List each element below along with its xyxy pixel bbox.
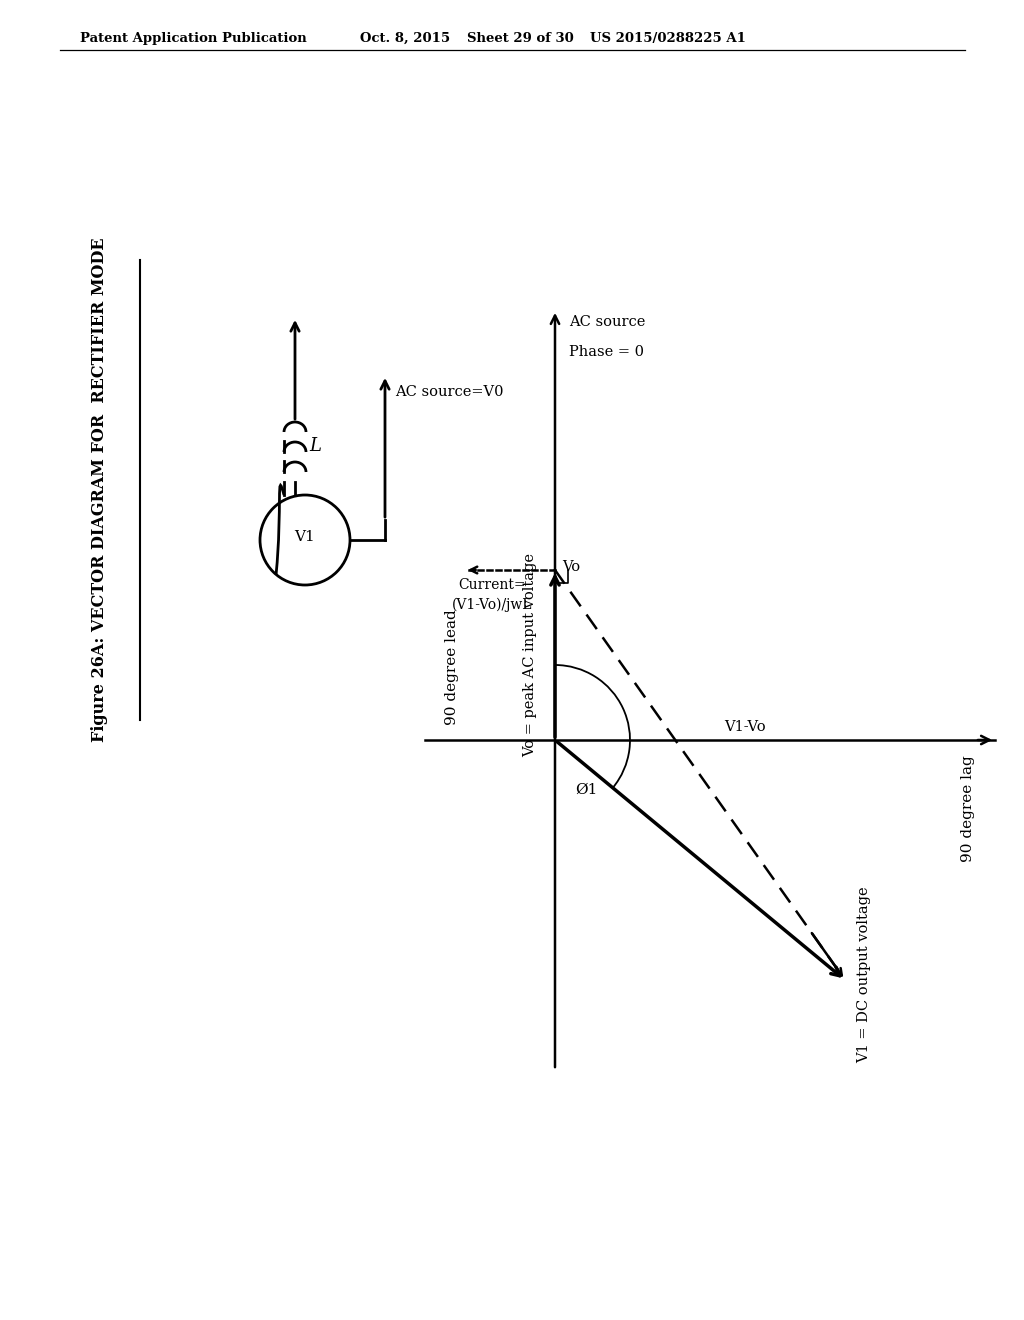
Text: (V1-Vo)/jwL: (V1-Vo)/jwL xyxy=(452,598,532,612)
Text: Ø1: Ø1 xyxy=(575,783,597,797)
Text: Sheet 29 of 30: Sheet 29 of 30 xyxy=(467,32,573,45)
Text: AC source: AC source xyxy=(569,315,645,329)
Text: Current=: Current= xyxy=(459,578,525,591)
Text: Vo = peak AC input voltage: Vo = peak AC input voltage xyxy=(523,553,537,756)
Text: V1: V1 xyxy=(295,531,315,544)
Text: Figure 26A: VECTOR DIAGRAM FOR  RECTIFIER MODE: Figure 26A: VECTOR DIAGRAM FOR RECTIFIER… xyxy=(91,238,109,742)
Text: Phase = 0: Phase = 0 xyxy=(569,345,644,359)
Text: 90 degree lead: 90 degree lead xyxy=(445,610,459,725)
Text: V1 = DC output voltage: V1 = DC output voltage xyxy=(857,887,871,1064)
Text: L: L xyxy=(309,437,321,455)
Text: V1-Vo: V1-Vo xyxy=(725,719,766,734)
Text: Oct. 8, 2015: Oct. 8, 2015 xyxy=(360,32,451,45)
Text: Vo: Vo xyxy=(562,560,581,574)
Text: Patent Application Publication: Patent Application Publication xyxy=(80,32,307,45)
Text: US 2015/0288225 A1: US 2015/0288225 A1 xyxy=(590,32,745,45)
Text: 90 degree lag: 90 degree lag xyxy=(961,755,975,862)
Text: AC source=V0: AC source=V0 xyxy=(395,385,504,399)
